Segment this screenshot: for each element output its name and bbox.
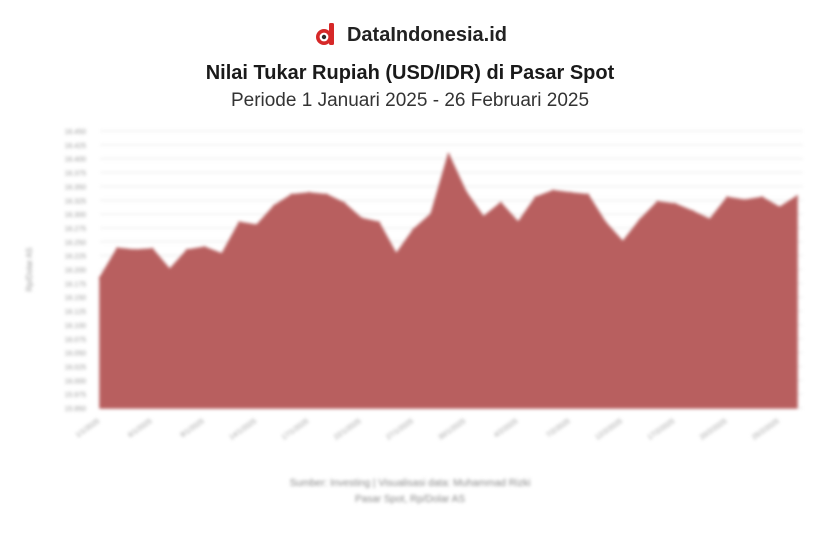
data-point [673,202,677,206]
data-point [691,210,694,213]
dataindonesia-logo-icon [315,23,334,45]
data-point [760,196,764,199]
y-tick-label: 16.450 [65,129,87,136]
data-point [499,201,502,205]
data-point [795,195,799,198]
x-tick-label: 27/1/2025 [385,418,415,442]
x-tick-label: 7/2/2025 [545,418,571,439]
data-point [203,246,206,249]
data-point [708,218,712,221]
y-tick-label: 16.225 [65,254,87,261]
x-tick-label: 14/1/2025 [228,418,258,442]
y-tick-label: 16.025 [65,364,87,371]
series-note: Pasar Spot, Rp/Dolar AS [354,494,466,505]
brand-header: DataIndonesia.id [0,22,820,48]
x-tick-label: 12/2/2025 [594,418,624,442]
source-note: Sumber: Investing | Visualisasi data: Mu… [289,478,531,489]
data-point [586,193,590,196]
y-tick-label: 16.100 [65,323,87,330]
x-tick-label: 30/1/2025 [438,418,468,442]
y-tick-label: 16.175 [65,281,87,288]
data-point [412,228,415,231]
data-point [569,191,572,195]
y-tick-label: 16.075 [65,337,87,344]
y-tick-label: 16.275 [65,226,87,233]
data-point [168,268,171,271]
chart-subtitle: Periode 1 Januari 2025 - 26 Februari 202… [230,90,590,111]
chart-title: Nilai Tukar Rupiah (USD/IDR) di Pasar Sp… [205,62,615,84]
data-point [325,193,328,196]
x-tick-label: 4/2/2025 [493,418,519,439]
y-tick-label: 16.375 [65,171,87,178]
y-tick-label: 16.125 [65,309,87,316]
y-tick-label: 16.325 [65,198,87,205]
data-point [726,196,729,199]
data-point [151,247,154,251]
y-tick-label: 15.975 [65,392,87,399]
y-tick-label: 16.300 [65,212,87,219]
data-point [429,212,433,216]
y-tick-label: 16.200 [65,268,87,275]
data-point [778,206,781,209]
x-tick-label: 6/1/2025 [127,418,153,439]
data-point [273,204,276,207]
x-tick-label: 20/2/2025 [699,418,729,442]
brand-name: DataIndonesia.id [346,23,508,46]
data-point [255,224,258,227]
x-tick-label: 17/1/2025 [281,418,311,442]
y-tick-label: 16.425 [65,143,87,150]
data-point [551,189,555,192]
data-point [621,240,624,243]
x-tick-label: 9/1/2025 [179,418,205,439]
x-tick-label: 1/1/2025 [75,418,101,439]
x-tick-label: 22/1/2025 [333,418,363,442]
data-point [98,276,102,279]
y-tick-label: 16.250 [65,240,87,247]
data-point [133,248,136,252]
y-axis-label: Rp/Dolar AS [25,247,34,291]
data-point [656,200,659,204]
y-tick-label: 16.150 [65,295,87,302]
data-point [185,248,189,252]
data-point [342,201,346,205]
x-tick-label: 17/2/2025 [647,418,677,442]
data-point [639,218,642,221]
data-point [360,217,363,220]
data-point [534,196,537,199]
rupiah-area-series [99,153,798,409]
data-point [290,193,293,196]
data-point [464,190,468,194]
y-tick-label: 15.950 [65,406,87,413]
data-point [517,221,520,224]
y-tick-label: 16.050 [65,351,87,358]
data-point [116,247,119,250]
data-point [395,252,398,256]
y-tick-label: 16.000 [65,378,87,385]
data-point [377,221,380,224]
y-tick-label: 16.400 [65,157,87,164]
data-point [447,153,450,156]
data-point [307,191,311,195]
x-tick-label: 25/2/2025 [751,418,781,442]
y-tick-label: 16.350 [65,184,87,191]
data-point [604,221,607,224]
data-point [220,252,224,256]
data-point [743,199,746,202]
data-point [238,221,241,224]
data-point [482,215,485,219]
